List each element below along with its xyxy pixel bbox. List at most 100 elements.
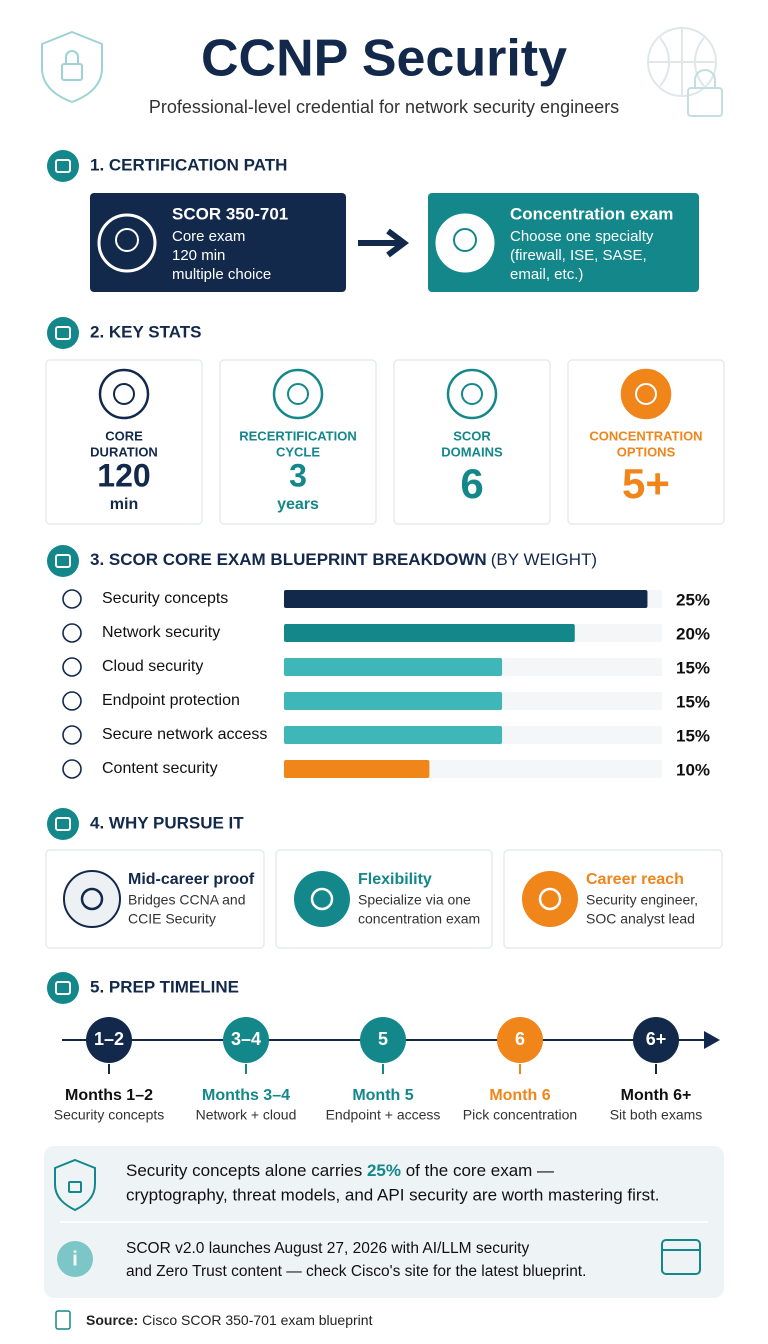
stat-label: CYCLE xyxy=(276,444,320,459)
section-icon-glyph xyxy=(55,159,71,173)
timeline-title: Months 3–4 xyxy=(202,1087,290,1104)
why-icon xyxy=(294,871,350,927)
timeline-desc: Pick concentration xyxy=(463,1107,577,1123)
why-title: Career reach xyxy=(586,871,684,888)
category-label: Secure network access xyxy=(102,726,267,743)
path-line: 120 min xyxy=(172,247,225,264)
note-line: and Zero Trust content — check Cisco's s… xyxy=(126,1263,586,1280)
stat-icon-glyph xyxy=(113,383,135,405)
stat-unit: years xyxy=(277,496,319,513)
stat-label: CORE xyxy=(105,428,143,443)
subtitle: Professional-level credential for networ… xyxy=(149,97,619,117)
section-icon-glyph xyxy=(55,817,71,831)
note-info-icon xyxy=(57,1241,93,1277)
timeline-badge xyxy=(86,1017,132,1063)
path-line: multiple choice xyxy=(172,266,271,283)
note-line: Security concepts alone carries 25% of t… xyxy=(126,1161,554,1180)
value-label: 10% xyxy=(676,760,710,779)
row-icon xyxy=(62,657,82,677)
why-line: CCIE Security xyxy=(128,911,216,927)
value-label: 20% xyxy=(676,624,710,643)
timeline-desc: Endpoint + access xyxy=(326,1107,441,1123)
category-label: Content security xyxy=(102,760,218,777)
why-line: concentration exam xyxy=(358,911,480,927)
section-icon xyxy=(47,808,79,840)
row-icon xyxy=(62,759,82,779)
chart-title: 3. SCOR CORE EXAM BLUEPRINT BREAKDOWN xyxy=(90,550,487,569)
path-line: email, etc.) xyxy=(510,266,583,283)
section-icon-glyph xyxy=(55,554,71,568)
bar xyxy=(284,590,648,608)
row-icon xyxy=(62,691,82,711)
why-line: Bridges CCNA and xyxy=(128,892,246,908)
value-label: 25% xyxy=(676,590,710,609)
section-icon xyxy=(47,972,79,1004)
note-line: cryptography, threat models, and API sec… xyxy=(126,1185,660,1204)
value-label: 15% xyxy=(676,726,710,745)
note-lock-icon xyxy=(68,1181,82,1193)
why-line: Specialize via one xyxy=(358,892,471,908)
section-heading: 5. PREP TIMELINE xyxy=(90,977,239,996)
stat-label: SCOR xyxy=(453,428,491,443)
path-line: Choose one specialty xyxy=(510,228,654,245)
stat-label: CONCENTRATION xyxy=(589,428,702,443)
stat-icon xyxy=(272,368,324,420)
stat-icon-glyph xyxy=(635,383,657,405)
bar xyxy=(284,624,575,642)
category-label: Endpoint protection xyxy=(102,692,240,709)
why-title: Mid-career proof xyxy=(128,871,255,888)
path-icon-glyph xyxy=(115,228,139,252)
timeline-badge-label: 6+ xyxy=(646,1029,667,1049)
header-deco xyxy=(41,27,723,117)
timeline-title: Month 5 xyxy=(352,1087,413,1104)
timeline-badge-label: 6 xyxy=(515,1029,525,1049)
stat-card xyxy=(219,359,377,525)
path-title: Concentration exam xyxy=(510,204,673,223)
timeline-desc: Security concepts xyxy=(54,1107,165,1123)
why-title: Flexibility xyxy=(358,871,432,888)
path-line: Core exam xyxy=(172,228,245,245)
source: Source: Cisco SCOR 350-701 exam blueprint xyxy=(86,1312,373,1328)
row-icon xyxy=(62,589,82,609)
bar xyxy=(284,692,503,710)
row-icon xyxy=(62,725,82,745)
path-title: SCOR 350-701 xyxy=(172,204,288,223)
stat-label: DURATION xyxy=(90,444,158,459)
stat-unit: min xyxy=(110,496,138,513)
stat-value: 3 xyxy=(289,457,307,493)
stat-icon xyxy=(98,368,150,420)
why-icon-glyph xyxy=(538,887,562,911)
source-label: Source: xyxy=(86,1312,138,1328)
value-label: 15% xyxy=(676,692,710,711)
path-icon xyxy=(435,213,495,273)
category-label: Cloud security xyxy=(102,658,203,675)
stat-card xyxy=(393,359,551,525)
path-icon xyxy=(97,213,157,273)
stat-icon xyxy=(446,368,498,420)
timeline-badge xyxy=(360,1017,406,1063)
timeline-badge-label: 3–4 xyxy=(231,1029,261,1049)
stat-card xyxy=(45,359,203,525)
stat-label: DOMAINS xyxy=(441,444,503,459)
source-icon xyxy=(55,1310,71,1330)
why-icon xyxy=(522,871,578,927)
section-icon-glyph xyxy=(55,981,71,995)
stat-icon xyxy=(620,368,672,420)
timeline-badge xyxy=(497,1017,543,1063)
why-line: Security engineer, xyxy=(586,892,698,908)
timeline-badge-label: 5 xyxy=(378,1029,388,1049)
why-line: SOC analyst lead xyxy=(586,911,695,927)
note-text: Security concepts alone carries xyxy=(126,1161,367,1180)
stat-label: OPTIONS xyxy=(617,444,676,459)
chart-subtitle: (BY WEIGHT) xyxy=(491,550,597,569)
path-card xyxy=(428,193,699,292)
path-line: (firewall, ISE, SASE, xyxy=(510,247,647,264)
note-line: SCOR v2.0 launches August 27, 2026 with … xyxy=(126,1240,529,1257)
stat-icon-glyph xyxy=(461,383,483,405)
source-text: Cisco SCOR 350-701 exam blueprint xyxy=(142,1312,372,1328)
note-shield-icon xyxy=(54,1158,96,1212)
timeline-badge xyxy=(633,1017,679,1063)
timeline-badge-label: 1–2 xyxy=(94,1029,124,1049)
